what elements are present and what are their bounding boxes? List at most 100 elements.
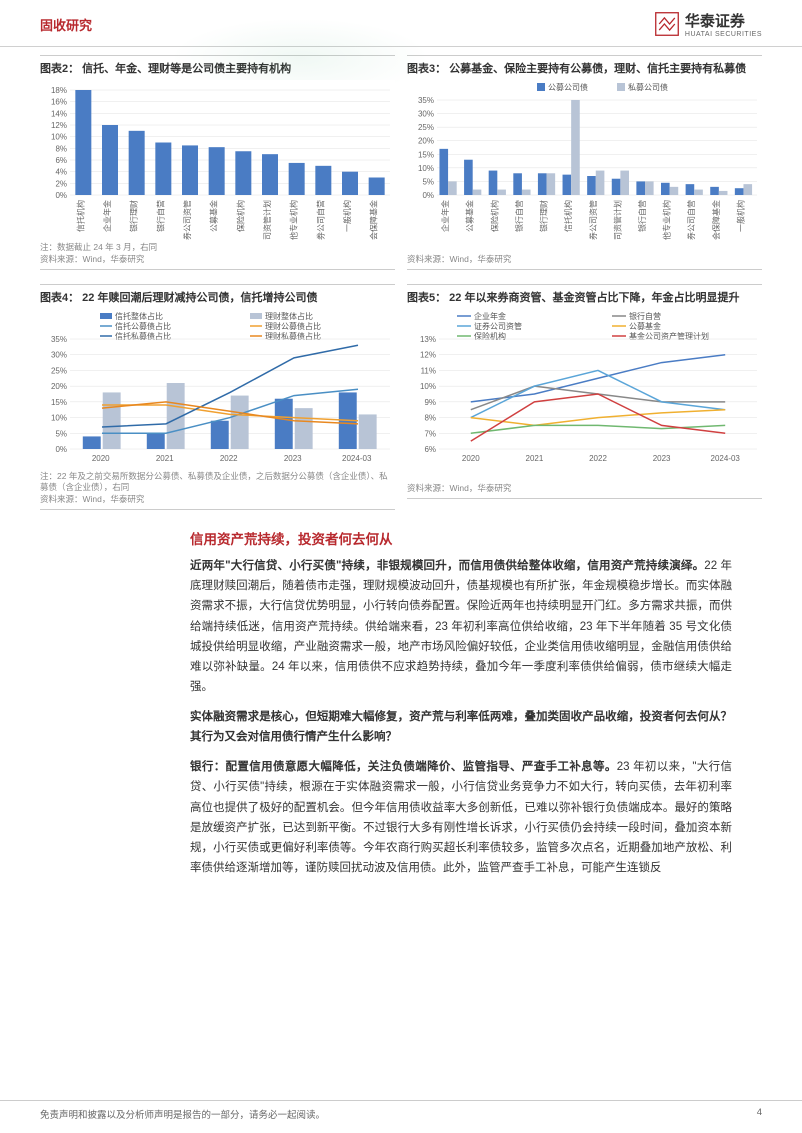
svg-text:9%: 9%: [424, 398, 436, 407]
svg-text:信托公募债占比: 信托公募债占比: [115, 321, 171, 331]
para-1: 近两年"大行信贷、小行买债"持续，非银规模回升，而信用债供给整体收缩，信用资产荒…: [190, 556, 732, 697]
svg-text:2024-03: 2024-03: [342, 454, 372, 463]
svg-text:信托机构: 信托机构: [563, 200, 573, 232]
svg-text:8%: 8%: [55, 144, 67, 153]
chart-4-svg: 信托整体占比理财整体占比信托公募债占比理财公募债占比信托私募债占比理财私募债占比…: [40, 309, 395, 469]
section-title: 信用资产荒持续，投资者何去何从: [190, 528, 732, 548]
svg-text:2024-03: 2024-03: [711, 454, 741, 463]
svg-text:证券公司自营: 证券公司自营: [315, 200, 325, 240]
svg-text:14%: 14%: [51, 109, 67, 118]
svg-text:10%: 10%: [51, 133, 67, 142]
svg-text:18%: 18%: [51, 86, 67, 95]
svg-text:银行理财: 银行理财: [129, 200, 139, 232]
svg-text:25%: 25%: [418, 123, 434, 132]
svg-text:35%: 35%: [51, 335, 67, 344]
svg-text:0%: 0%: [55, 191, 67, 200]
svg-text:2022: 2022: [220, 454, 238, 463]
svg-text:理财整体占比: 理财整体占比: [265, 311, 313, 321]
svg-text:银行自营: 银行自营: [514, 200, 524, 232]
chart-4-panel: 图表4： 22 年赎回潮后理财减持公司债，信托增持公司债 信托整体占比 理财整体占…: [40, 284, 395, 516]
svg-text:2021: 2021: [156, 454, 174, 463]
chart-3-title: 图表3： 公募基金、保险主要持有公募债，理财、信托主要持有私募债: [407, 55, 762, 76]
svg-text:4%: 4%: [55, 168, 67, 177]
chart-3-svg: 公募公司债私募公司债0%5%10%15%20%25%30%35%企业年金公募基金…: [407, 80, 762, 240]
svg-text:证券公司资管: 证券公司资管: [588, 200, 598, 240]
svg-text:2%: 2%: [55, 179, 67, 188]
svg-text:公募基金: 公募基金: [209, 200, 219, 232]
chart-4-note: 注：22 年及之前交易所数据分公募债、私募债及企业债，之后数据分公募债（含企业债…: [40, 471, 395, 493]
svg-text:2021: 2021: [526, 454, 544, 463]
svg-text:银行自营: 银行自营: [637, 200, 647, 232]
huatai-logo-icon: [654, 11, 680, 37]
chart-2-note: 注：数据截止 24 年 3 月，右同: [40, 242, 395, 253]
svg-text:银行理财: 银行理财: [539, 200, 549, 232]
chart-3-panel: 图表3： 公募基金、保险主要持有公募债，理财、信托主要持有私募债 公募公司债 私募…: [407, 55, 762, 276]
svg-text:7%: 7%: [424, 429, 436, 438]
brand-block: 华泰证券 HUATAI SECURITIES: [654, 10, 762, 38]
svg-text:30%: 30%: [51, 351, 67, 360]
chart-5-title: 图表5： 22 年以来券商资管、基金资管占比下降，年金占比明显提升: [407, 284, 762, 305]
svg-text:13%: 13%: [420, 335, 436, 344]
svg-text:11%: 11%: [421, 366, 436, 375]
svg-text:2020: 2020: [462, 454, 480, 463]
svg-text:5%: 5%: [422, 177, 434, 186]
svg-text:保险机构: 保险机构: [489, 200, 499, 232]
svg-text:其他专业机构: 其他专业机构: [289, 200, 299, 240]
chart-2-svg: 0%2%4%6%8%10%12%14%16%18%信托机构企业年金银行理财银行自…: [40, 80, 395, 240]
svg-text:16%: 16%: [51, 98, 67, 107]
para-3: 银行：配置信用债意愿大幅降低，关注负债端降价、监管指导、严查手工补息等。23 年…: [190, 757, 732, 878]
svg-text:30%: 30%: [418, 110, 434, 119]
svg-text:12%: 12%: [420, 351, 436, 360]
svg-text:公募基金: 公募基金: [465, 200, 475, 232]
charts-row-2: 图表4： 22 年赎回潮后理财减持公司债，信托增持公司债 信托整体占比 理财整体占…: [0, 276, 802, 516]
svg-text:10%: 10%: [418, 164, 434, 173]
chart-4-source: 资料来源：Wind，华泰研究: [40, 493, 395, 510]
svg-text:5%: 5%: [55, 429, 67, 438]
chart-5-svg: 企业年金银行自营证券公司资管公募基金保险机构基金公司资产管理计划6%7%8%9%…: [407, 309, 762, 469]
svg-text:保险机构: 保险机构: [474, 331, 506, 341]
svg-text:基金公司资管计划: 基金公司资管计划: [612, 200, 622, 240]
svg-text:信托整体占比: 信托整体占比: [115, 311, 163, 321]
chart-2-source: 资料来源：Wind，华泰研究: [40, 253, 395, 270]
svg-text:证券公司资管: 证券公司资管: [182, 200, 192, 240]
svg-text:社会保障基金: 社会保障基金: [711, 200, 721, 240]
para-2: 实体融资需求是核心，但短期难大幅修复，资产荒与利率低两难，叠加类固收产品收缩，投…: [190, 707, 732, 747]
brand-name-en: HUATAI SECURITIES: [685, 31, 762, 38]
svg-text:信托机构: 信托机构: [75, 200, 85, 232]
body-text: 信用资产荒持续，投资者何去何从 近两年"大行信贷、小行买债"持续，非银规模回升，…: [0, 516, 802, 878]
svg-text:企业年金: 企业年金: [474, 311, 506, 321]
svg-text:银行自营: 银行自营: [629, 311, 661, 321]
svg-text:35%: 35%: [418, 96, 434, 105]
svg-text:6%: 6%: [424, 445, 436, 454]
svg-text:6%: 6%: [55, 156, 67, 165]
svg-text:企业年金: 企业年金: [440, 200, 450, 232]
svg-text:证券公司资管: 证券公司资管: [474, 321, 522, 331]
svg-text:2022: 2022: [589, 454, 607, 463]
svg-text:2023: 2023: [653, 454, 671, 463]
svg-text:公募基金: 公募基金: [629, 321, 661, 331]
chart-5-panel: 图表5： 22 年以来券商资管、基金资管占比下降，年金占比明显提升 企业年金 银行…: [407, 284, 762, 516]
svg-text:20%: 20%: [418, 137, 434, 146]
svg-text:15%: 15%: [51, 398, 67, 407]
page-number: 4: [757, 1107, 762, 1121]
svg-text:10%: 10%: [420, 382, 436, 391]
svg-text:基金公司资管计划: 基金公司资管计划: [262, 200, 272, 240]
chart-5-note: [407, 471, 762, 482]
svg-text:理财私募债占比: 理财私募债占比: [265, 331, 321, 341]
chart-3-source: 资料来源：Wind，华泰研究: [407, 253, 762, 270]
chart-5-source: 资料来源：Wind，华泰研究: [407, 482, 762, 499]
svg-text:10%: 10%: [51, 414, 67, 423]
svg-text:保险机构: 保险机构: [235, 200, 245, 232]
svg-text:私募公司债: 私募公司债: [628, 82, 668, 92]
svg-text:0%: 0%: [55, 445, 67, 454]
chart-3-note: [407, 242, 762, 253]
svg-text:12%: 12%: [51, 121, 67, 130]
chart-4-title: 图表4： 22 年赎回潮后理财减持公司债，信托增持公司债: [40, 284, 395, 305]
svg-text:公募公司债: 公募公司债: [548, 82, 588, 92]
chart-2-panel: 图表2： 信托、年金、理财等是公司债主要持有机构 0%2%4%6%8%10%12…: [40, 55, 395, 276]
svg-text:社会保障基金: 社会保障基金: [369, 200, 379, 240]
svg-text:15%: 15%: [418, 150, 434, 159]
page-footer: 免责声明和披露以及分析师声明是报告的一部分，请务必一起阅读。 4: [0, 1100, 802, 1121]
svg-text:银行自营: 银行自营: [155, 200, 165, 232]
doc-category: 固收研究: [40, 15, 92, 34]
